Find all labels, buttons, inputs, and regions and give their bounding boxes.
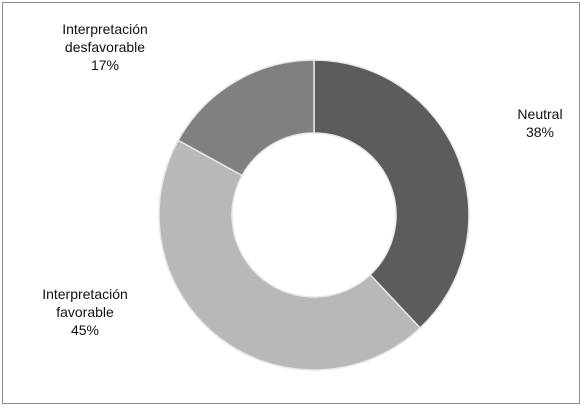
category-label: Interpretación favorable [42, 286, 128, 320]
category-label: Neutral [517, 106, 563, 122]
slice-label: Interpretación favorable 45% [30, 285, 140, 339]
slice-label: Neutral 38% [475, 105, 584, 141]
chart-frame [2, 2, 580, 404]
value-label: 45% [70, 322, 100, 338]
value-label: 17% [90, 57, 120, 73]
category-label: Interpretación desfavorable [62, 21, 148, 55]
value-label: 38% [525, 124, 555, 140]
donut-slice [177, 59, 315, 177]
slice-label: Interpretación desfavorable 17% [50, 20, 160, 74]
donut-slice [313, 59, 470, 330]
donut-slice [158, 139, 422, 371]
